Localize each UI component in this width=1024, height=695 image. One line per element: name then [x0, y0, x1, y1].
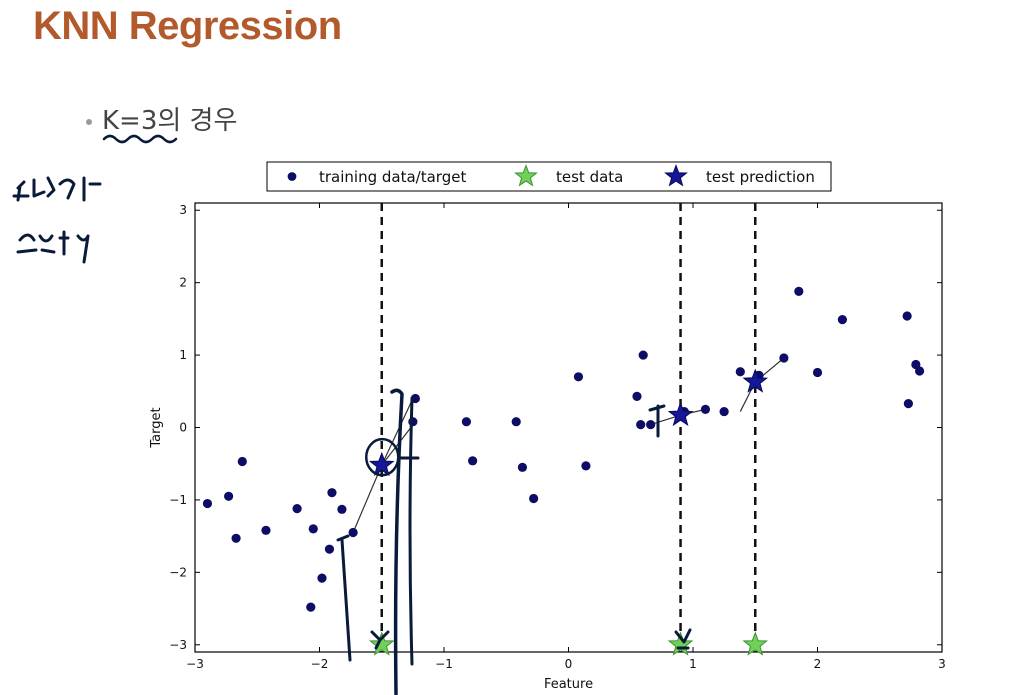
training-point — [292, 504, 302, 514]
training-point — [317, 573, 327, 583]
x-tick-label: 2 — [814, 657, 822, 671]
training-point — [202, 498, 213, 509]
legend-label-test-prediction: test prediction — [706, 168, 815, 186]
training-point — [638, 350, 648, 360]
training-point — [337, 504, 347, 514]
y-tick-label: 0 — [179, 421, 187, 435]
training-point — [632, 391, 642, 401]
training-point — [903, 399, 913, 409]
training-point — [837, 314, 848, 325]
training-point — [237, 456, 247, 467]
training-point — [719, 406, 729, 417]
test-prediction-star — [667, 401, 694, 427]
handwritten-marks-right — [648, 404, 692, 650]
y-axis-title: Target — [149, 407, 164, 448]
test-data-star — [742, 631, 769, 656]
training-point — [636, 420, 646, 430]
training-point — [461, 417, 472, 427]
test-data-star — [667, 631, 694, 656]
legend-label-training: training data/target — [319, 168, 466, 186]
training-point — [581, 461, 591, 471]
y-tick-label: −3 — [169, 638, 187, 652]
training-point — [779, 353, 789, 363]
training-point — [224, 491, 234, 501]
training-point — [529, 493, 539, 504]
y-tick-label: −2 — [169, 565, 187, 579]
handwritten-stroke-c — [408, 396, 414, 666]
training-point — [735, 367, 745, 377]
training-point — [308, 524, 318, 534]
training-point — [468, 456, 478, 466]
handwritten-underline — [102, 134, 178, 144]
handwritten-note-line2 — [16, 230, 90, 264]
x-axis-title: Feature — [544, 677, 593, 692]
test-data-star — [368, 631, 395, 656]
training-point — [324, 544, 335, 554]
legend-box — [266, 161, 832, 192]
bullet-item: K=3의 경우 — [86, 100, 237, 137]
handwritten-arrow-left — [370, 630, 390, 650]
y-tick-label: 3 — [179, 203, 187, 217]
x-tick-label: 0 — [565, 657, 573, 671]
x-tick-label: −3 — [186, 657, 204, 671]
x-tick-label: 3 — [938, 657, 946, 671]
handwritten-note-line1 — [12, 176, 102, 202]
neighbor-link-line — [381, 398, 414, 466]
training-point — [794, 286, 804, 296]
bullet-dot-icon — [86, 118, 92, 125]
training-point — [902, 311, 912, 321]
training-point — [261, 525, 271, 535]
slide-title: KNN Regression — [33, 4, 342, 48]
bullet-text: K=3의 경우 — [102, 106, 238, 136]
training-point — [327, 488, 337, 498]
x-tick-label: −1 — [435, 657, 453, 671]
training-point — [511, 417, 521, 427]
handwritten-stroke-a — [340, 538, 352, 662]
training-point — [306, 602, 316, 612]
test-prediction-star — [368, 451, 395, 477]
legend-training-marker — [287, 172, 297, 181]
training-point — [812, 367, 823, 378]
training-point — [700, 404, 711, 414]
legend-test-data-marker — [514, 164, 538, 187]
test-prediction-star — [742, 368, 769, 393]
training-point — [573, 372, 584, 382]
neighbor-link-line — [352, 464, 383, 533]
plot-frame — [194, 202, 943, 653]
x-tick-label: −2 — [311, 657, 329, 671]
training-point — [231, 533, 241, 543]
training-point — [348, 527, 358, 538]
y-tick-label: 2 — [179, 276, 187, 290]
training-point — [914, 366, 925, 376]
y-tick-label: 1 — [179, 348, 187, 362]
y-tick-label: −1 — [169, 493, 187, 507]
training-point — [517, 462, 528, 472]
handwritten-ticks — [336, 456, 420, 542]
legend-test-prediction-marker — [664, 164, 688, 187]
x-tick-label: 1 — [689, 657, 697, 671]
training-point — [646, 420, 656, 430]
legend-label-test-data: test data — [556, 168, 623, 186]
